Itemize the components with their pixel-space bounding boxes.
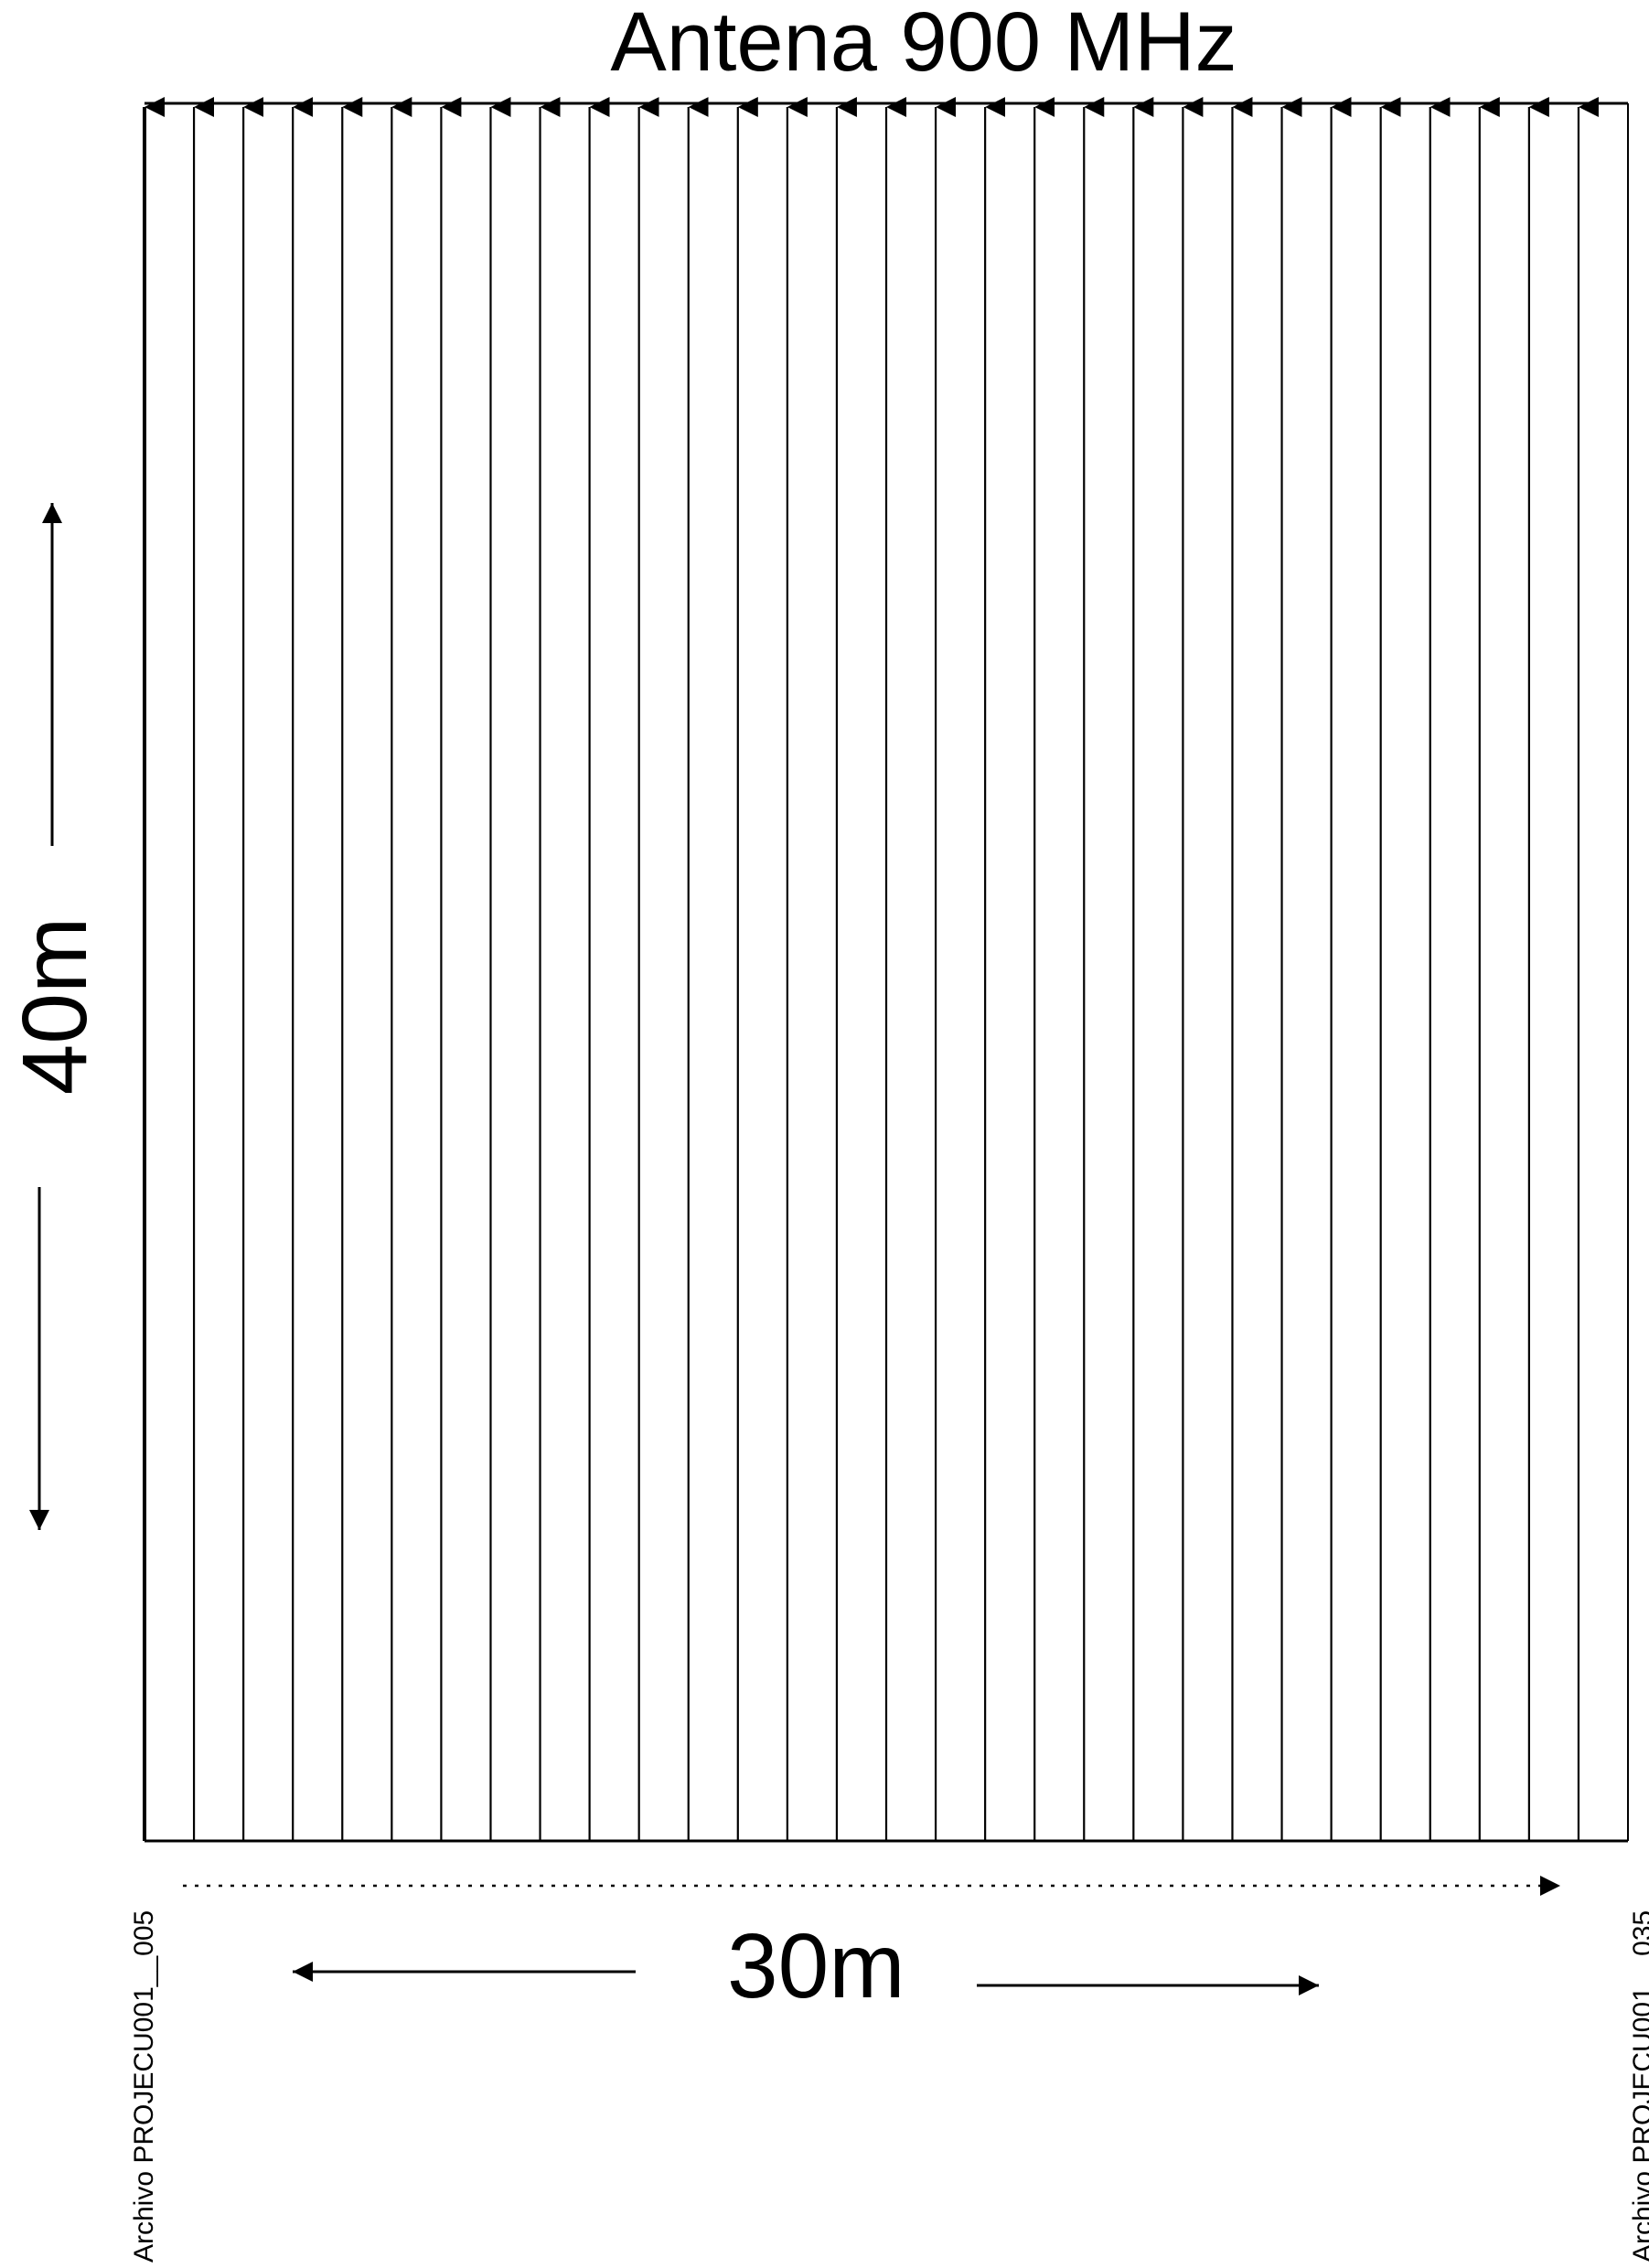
start-file-label: Archivo PROJECU001__005 [131,1910,158,2263]
width-dimension-label: 30m [727,1920,905,2012]
height-dimension-label: 40m [9,917,101,1096]
page-title: Antena 900 MHz [0,0,1649,84]
profile-lines [145,107,1579,1841]
end-file-label: Archivo PROJECU001__035 [1630,1910,1649,2263]
